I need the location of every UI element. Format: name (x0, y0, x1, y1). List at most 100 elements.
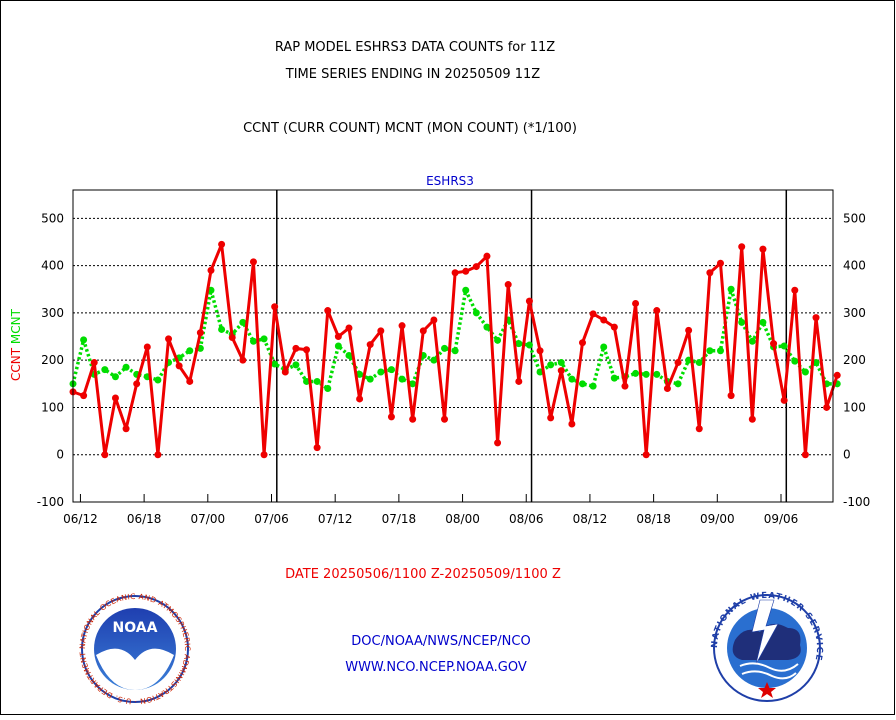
y-tick-label-right: 400 (843, 259, 866, 273)
point-ccnt (642, 451, 650, 459)
point-mcnt (409, 380, 417, 388)
point-mcnt (186, 347, 194, 355)
point-ccnt (165, 335, 173, 343)
point-ccnt (589, 310, 597, 318)
point-mcnt (610, 374, 618, 382)
point-mcnt (483, 323, 491, 331)
point-mcnt (738, 318, 746, 326)
point-ccnt (218, 240, 226, 248)
point-ccnt (600, 316, 608, 324)
point-ccnt (281, 368, 289, 376)
point-mcnt (324, 385, 332, 393)
point-mcnt (812, 359, 820, 367)
point-ccnt (249, 258, 257, 266)
point-ccnt (685, 326, 693, 334)
point-ccnt (271, 303, 279, 311)
y-tick-label-left: 300 (41, 306, 64, 320)
point-ccnt (674, 359, 682, 367)
point-ccnt (557, 367, 565, 375)
plot-frame (72, 189, 834, 503)
y-axis-label-mcnt: MCNT (9, 308, 23, 344)
point-mcnt (292, 361, 300, 369)
y-tick-label-right: 500 (843, 211, 866, 225)
point-mcnt (642, 370, 650, 378)
nco-link[interactable]: DOC/NOAA/NWS/NCEP/NCO (351, 634, 530, 649)
point-ccnt (366, 341, 374, 349)
point-mcnt (218, 325, 226, 333)
point-ccnt (632, 299, 640, 307)
date-range-label: DATE 20250506/1100 Z-20250509/1100 Z (285, 567, 561, 582)
point-ccnt (90, 359, 98, 367)
point-ccnt (441, 415, 449, 423)
point-ccnt (716, 259, 724, 267)
x-tick-label: 08/12 (573, 512, 608, 526)
point-mcnt (249, 337, 257, 345)
point-mcnt (451, 347, 459, 355)
point-mcnt (780, 342, 788, 350)
point-mcnt (313, 377, 321, 385)
point-ccnt (515, 377, 523, 385)
header-title-1: RAP MODEL ESHRS3 DATA COUNTS for 11Z (275, 40, 555, 55)
point-ccnt (833, 371, 841, 379)
point-mcnt (239, 318, 247, 326)
point-ccnt (547, 414, 555, 422)
y-tick-label-right: 100 (843, 400, 866, 414)
chart-title: ESHRS3 (426, 174, 474, 188)
point-ccnt (207, 266, 215, 274)
header-title-2: TIME SERIES ENDING IN 20250509 11Z (285, 67, 541, 82)
point-mcnt (653, 370, 661, 378)
point-mcnt (759, 318, 767, 326)
point-ccnt (239, 356, 247, 364)
nco-website-link[interactable]: WWW.NCO.NCEP.NOAA.GOV (345, 660, 527, 675)
point-mcnt (716, 347, 724, 355)
point-ccnt (292, 344, 300, 352)
x-tick-label: 06/18 (127, 512, 162, 526)
point-ccnt (260, 451, 268, 459)
point-ccnt (610, 323, 618, 331)
point-ccnt (695, 425, 703, 433)
point-ccnt (738, 243, 746, 251)
point-mcnt (494, 336, 502, 344)
point-ccnt (823, 403, 831, 411)
point-ccnt (504, 281, 512, 289)
point-mcnt (111, 373, 119, 381)
point-ccnt (578, 339, 586, 347)
point-ccnt (186, 377, 194, 385)
point-mcnt (578, 380, 586, 388)
y-tick-label-right: 0 (843, 448, 851, 462)
point-ccnt (101, 451, 109, 459)
point-ccnt (111, 394, 119, 402)
header-subtitle: CCNT (CURR COUNT) MCNT (MON COUNT) (*1/1… (243, 121, 577, 136)
point-ccnt (377, 327, 385, 335)
point-ccnt (133, 380, 141, 388)
y-tick-labels: -100 -100 0 0 100 100 200 200 300 300 400 400 500 500 (37, 211, 870, 509)
point-ccnt (324, 307, 332, 315)
x-tick-label: 07/12 (318, 512, 353, 526)
point-ccnt (770, 340, 778, 348)
x-tick-label: 07/00 (191, 512, 226, 526)
x-tick-labels: 06/12 06/18 07/00 07/06 07/12 07/18 08/00 08/06… (63, 494, 798, 526)
point-mcnt (80, 336, 88, 344)
y-tick-label-left: 100 (41, 400, 64, 414)
x-tick-label: 09/06 (764, 512, 799, 526)
point-mcnt (547, 361, 555, 369)
point-mcnt (525, 341, 533, 349)
point-mcnt (801, 368, 809, 376)
x-tick-label: 06/12 (63, 512, 98, 526)
x-tick-label: 08/06 (509, 512, 544, 526)
point-ccnt (334, 333, 342, 341)
point-ccnt (706, 269, 714, 277)
point-ccnt (175, 362, 183, 370)
point-mcnt (377, 368, 385, 376)
point-mcnt (441, 344, 449, 352)
point-ccnt (780, 396, 788, 404)
point-ccnt (313, 444, 321, 452)
point-ccnt (727, 392, 735, 400)
point-mcnt (366, 375, 374, 383)
y-tick-label-left: 500 (41, 211, 64, 225)
point-ccnt (568, 420, 576, 428)
point-mcnt (589, 382, 597, 390)
point-ccnt (812, 314, 820, 322)
